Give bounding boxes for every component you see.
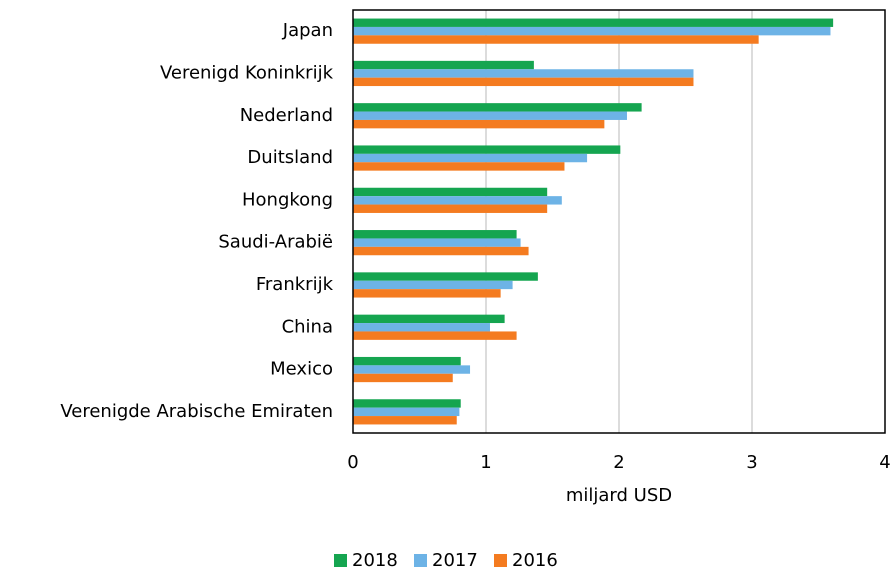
y-tick-label: Saudi-Arabië (218, 232, 333, 253)
bar (353, 77, 694, 87)
y-tick-label: Japan (282, 20, 333, 41)
y-tick-label: Verenigd Koninkrijk (160, 62, 334, 83)
legend-label: 2018 (352, 550, 398, 571)
y-tick-label: Frankrijk (256, 274, 334, 295)
x-tick-label: 3 (746, 452, 757, 473)
legend-label: 2017 (432, 550, 478, 571)
x-tick-label: 1 (480, 452, 491, 473)
bar (353, 289, 501, 298)
legend-swatch (414, 554, 427, 567)
y-tick-label: Duitsland (247, 147, 333, 168)
bar (353, 407, 460, 417)
bar (353, 103, 642, 112)
bar (353, 399, 461, 408)
bar (353, 26, 831, 36)
bar (353, 187, 548, 197)
y-tick-label: Mexico (270, 359, 333, 380)
bar (353, 111, 627, 120)
bar (353, 162, 565, 171)
bar (353, 272, 538, 281)
bar (353, 69, 694, 78)
y-tick-label: Nederland (240, 105, 333, 126)
bar (353, 60, 534, 70)
bar (353, 196, 562, 205)
bar (353, 230, 517, 239)
bar (353, 18, 834, 27)
bar (353, 416, 457, 425)
bar (353, 373, 453, 383)
bar (353, 246, 529, 256)
legend-label: 2016 (512, 550, 558, 571)
x-axis-label: miljard USD (566, 485, 672, 506)
bar (353, 119, 605, 129)
bar (353, 331, 517, 340)
bar (353, 323, 490, 332)
x-tick-label: 2 (613, 452, 624, 473)
legend-swatch (334, 554, 347, 567)
plot-frame (352, 9, 886, 434)
y-tick-label: Hongkong (242, 189, 333, 210)
y-tick-label: Verenigde Arabische Emiraten (60, 401, 333, 422)
bar (353, 145, 621, 154)
bar (353, 365, 471, 374)
y-tick-label: China (282, 316, 333, 337)
bar (353, 280, 513, 290)
bar (353, 238, 521, 247)
legend-swatch (494, 554, 507, 567)
x-tick-label: 4 (879, 452, 890, 473)
bar (353, 314, 505, 324)
bar (353, 356, 461, 366)
bar (353, 204, 548, 213)
bar (353, 153, 588, 163)
x-tick-label: 0 (347, 452, 358, 473)
bar (353, 35, 759, 44)
